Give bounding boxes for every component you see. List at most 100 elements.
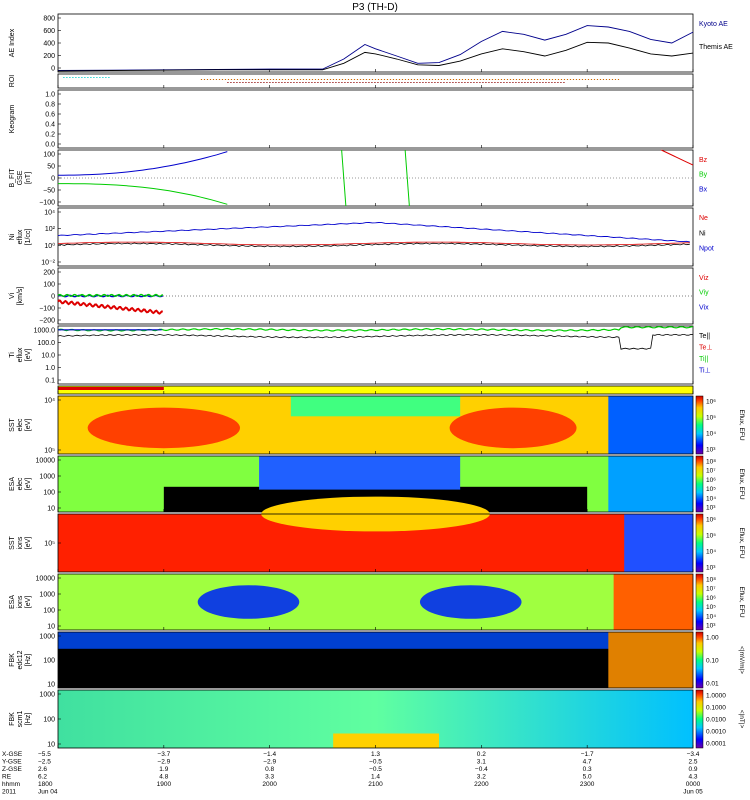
roi-dot xyxy=(389,79,392,80)
roi-dot xyxy=(596,79,599,80)
colorbar-tick-label: 10⁸ xyxy=(706,577,716,584)
roi-dot xyxy=(308,82,310,83)
xaxis-value: −1.4 xyxy=(263,751,276,758)
roi-dot xyxy=(245,79,248,80)
xaxis-value: −2.9 xyxy=(157,759,170,766)
panel-ytick-label: 400 xyxy=(43,41,55,48)
panel-ytick-label: 10⁴ xyxy=(44,210,55,217)
panel-ytick-label: 10⁵ xyxy=(44,541,55,548)
roi-dot xyxy=(99,77,101,78)
roi-dot xyxy=(494,79,497,80)
roi-dot xyxy=(407,79,410,80)
roi-dot xyxy=(105,77,107,78)
legend-entry: Ti⊥ xyxy=(699,368,711,375)
roi-dot xyxy=(386,82,388,83)
panel-ylabel: elec xyxy=(17,418,24,431)
panel-ylabel: FBK xyxy=(9,712,16,726)
roi-dot xyxy=(401,82,403,83)
xaxis-value: 4.8 xyxy=(159,774,168,781)
panel-ytick-label: 100 xyxy=(43,608,55,615)
panel-ytick-label: 50 xyxy=(47,164,55,171)
colorbar-tick-label: 0.0100 xyxy=(706,717,726,724)
roi-dot xyxy=(338,79,341,80)
roi-dot xyxy=(434,79,437,80)
panel-ylabel: Vi xyxy=(9,293,16,300)
roi-dot xyxy=(239,82,241,83)
spectrogram-cell xyxy=(197,585,300,619)
roi-dot xyxy=(395,82,397,83)
roi-dot xyxy=(467,82,469,83)
x-axis-labels: X-GSEY-GSEZ-GSEREhhmm2011−5.5−2.52.66.21… xyxy=(2,751,703,796)
roi-dot xyxy=(275,79,278,80)
panel-esa_i: ESA ions [eV] 10000 1000 100 10 10⁸ 10⁷ 10⁶ 10⁵ 10⁴… xyxy=(9,573,745,631)
roi-dot xyxy=(365,79,368,80)
panel-fbk1: FBK edc12 [Hz] 1000 100 10 1.00 0.10 0.01 <|mV/m|… xyxy=(9,631,745,689)
xaxis-value: Jun 04 xyxy=(38,789,58,796)
legend-entry: Viy xyxy=(699,290,709,297)
panel-esa_e: ESA elec [eV] 10000 1000 100 10 10⁸ 10⁷ 10⁶ 10⁵ 10⁴… xyxy=(9,455,745,513)
panel-sst_e: SST elec [eV] 10⁴ 10⁵ 10⁶ 10⁵ 10⁴ 10³ Eflux, EFU xyxy=(9,395,745,455)
colorbar-tick-label: 1.0000 xyxy=(706,693,726,700)
series-line-1 xyxy=(57,41,694,72)
roi-dot xyxy=(374,79,377,80)
roi-dot xyxy=(269,79,272,80)
roi-dot xyxy=(407,82,409,83)
panel-ytick-label: 10² xyxy=(45,226,56,233)
xaxis-row-label: Z-GSE xyxy=(2,766,23,773)
roi-dot xyxy=(290,79,293,80)
roi-dot xyxy=(392,82,394,83)
roi-dot xyxy=(203,79,206,80)
panel-ytick-label: −100 xyxy=(39,200,55,207)
spectrogram-cell xyxy=(58,574,693,630)
roi-dot xyxy=(524,82,526,83)
panel-ylabel: [eV] xyxy=(25,478,32,491)
xaxis-value: 0.9 xyxy=(688,766,697,773)
roi-dot xyxy=(248,79,251,80)
roi-dot xyxy=(293,82,295,83)
roi-dot xyxy=(341,79,344,80)
roi-dot xyxy=(335,82,337,83)
roi-dot xyxy=(287,79,290,80)
xaxis-value: −0.4 xyxy=(475,766,488,773)
roi-dot xyxy=(452,82,454,83)
roi-dot xyxy=(464,79,467,80)
roi-dot xyxy=(377,79,380,80)
bfit-by-line xyxy=(58,183,228,205)
xaxis-value: 3.1 xyxy=(477,759,486,766)
xaxis-value: 1900 xyxy=(157,781,172,788)
panel-ylabel: [km/s] xyxy=(17,287,24,306)
spectrogram-cell xyxy=(259,456,461,490)
panel-ae: AE Index 800 600 400 200 0 Kyoto AE Themis AE xyxy=(9,13,733,73)
roi-dot xyxy=(521,79,524,80)
panel-ytick-label: 0.8 xyxy=(45,102,55,109)
roi-dot xyxy=(431,82,433,83)
roi-dot xyxy=(326,82,328,83)
roi-dot xyxy=(434,82,436,83)
roi-dot xyxy=(302,79,305,80)
roi-dot xyxy=(428,82,430,83)
roi-dot xyxy=(75,77,77,78)
roi-dot xyxy=(455,79,458,80)
colorbar-tick-label: 10⁴ xyxy=(706,495,716,502)
viy-line xyxy=(57,293,164,298)
roi-dot xyxy=(542,82,544,83)
roi-dot xyxy=(96,77,98,78)
legend-entry: Kyoto AE xyxy=(699,21,728,28)
roi-dot xyxy=(78,77,80,78)
roi-dot xyxy=(503,82,505,83)
xaxis-value: −0.5 xyxy=(369,759,382,766)
panel-ylabel: elec xyxy=(17,477,24,490)
series-line-0 xyxy=(57,25,694,71)
colorbar-label: Eflux, EFU xyxy=(738,586,745,617)
panel-ylabel: Keogram xyxy=(9,105,16,134)
colorbar-tick-label: 10³ xyxy=(706,565,716,572)
roi-dot xyxy=(389,82,391,83)
roi-dot xyxy=(485,82,487,83)
colorbar-label: <|mV/m|> xyxy=(738,646,745,674)
roi-dot xyxy=(281,82,283,83)
xaxis-value: 5.0 xyxy=(583,774,592,781)
roi-dot xyxy=(422,79,425,80)
roi-dot xyxy=(93,77,95,78)
roi-dot xyxy=(440,79,443,80)
roi-dot xyxy=(554,79,557,80)
